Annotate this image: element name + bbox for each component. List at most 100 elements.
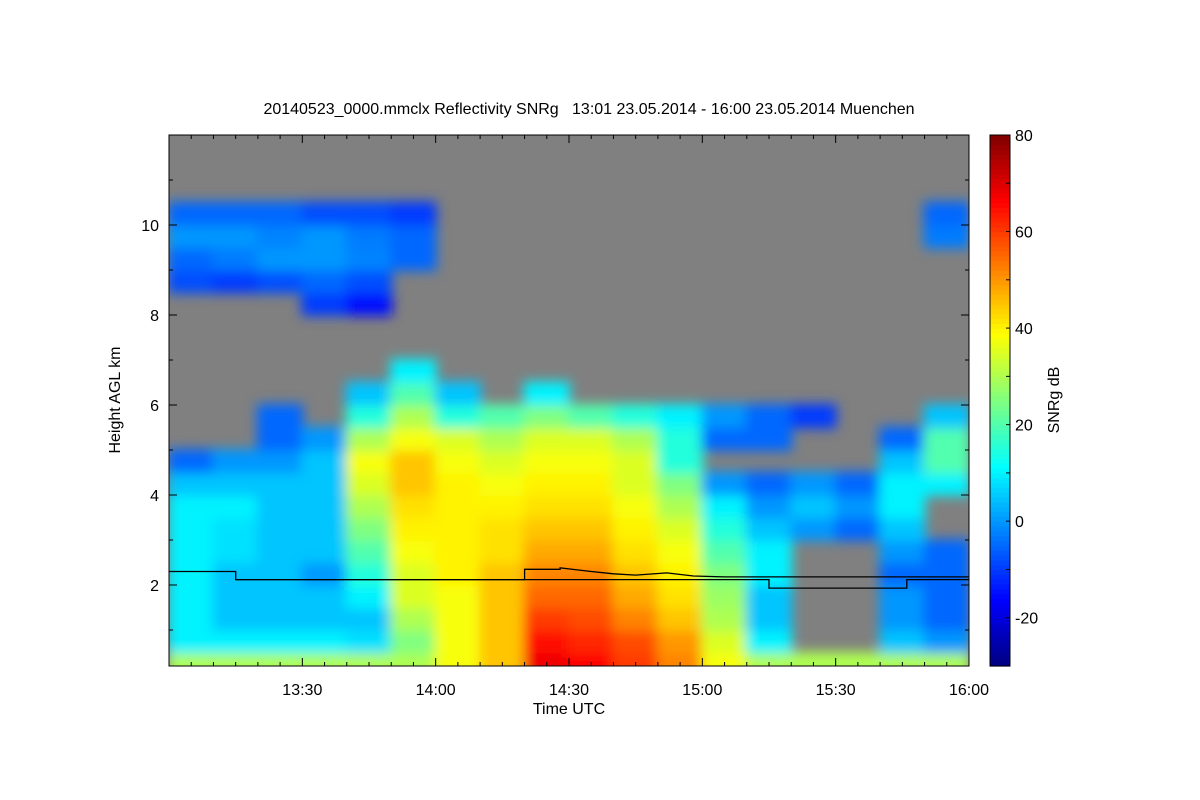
y-axis: 2 4 6 8 10	[141, 179, 969, 631]
colorbar-swatch	[990, 197, 1010, 204]
colorbar-swatch	[990, 526, 1010, 532]
colorbar-swatch	[990, 381, 1010, 387]
colorbar-swatch	[990, 246, 1010, 252]
heatmap-cell	[390, 629, 437, 654]
heatmap-cell	[879, 426, 926, 451]
heatmap-cell	[390, 201, 437, 226]
heatmap-cell	[169, 494, 215, 519]
heatmap-cell	[434, 449, 482, 474]
heatmap-cell	[390, 381, 437, 406]
heatmap-cell	[212, 471, 259, 496]
colorbar-swatch	[990, 646, 1010, 653]
heatmap-cell	[745, 516, 793, 541]
lower-layer-height-line	[235, 578, 969, 589]
colorbar-swatch	[990, 579, 1010, 585]
heatmap-cell	[434, 404, 482, 429]
colorbar-swatch	[990, 583, 1010, 590]
heatmap-cell	[256, 584, 304, 609]
heatmap-cell	[212, 201, 259, 226]
heatmap-cell	[434, 651, 482, 666]
heatmap-cell	[301, 449, 348, 474]
chart-title: 20140523_0000.mmclx Reflectivity SNRg 13…	[263, 101, 914, 118]
colorbar-swatch	[990, 270, 1010, 276]
y-tick-label: 6	[150, 398, 159, 415]
heatmap-cell	[745, 651, 793, 666]
y-tick-label: 10	[141, 218, 159, 235]
colorbar-swatch	[990, 492, 1010, 498]
colorbar-swatch	[990, 342, 1010, 348]
heatmap-cell	[745, 404, 793, 429]
heatmap-cell	[879, 449, 926, 474]
colorbar-swatch	[990, 308, 1010, 315]
heatmap-cell	[390, 426, 437, 451]
heatmap-cell	[923, 471, 969, 496]
colorbar-swatch	[990, 352, 1010, 358]
heatmap-cell	[345, 561, 393, 586]
heatmap-cell	[169, 471, 215, 496]
heatmap-cell	[612, 449, 659, 474]
heatmap-cell	[256, 494, 304, 519]
heatmap-cell	[212, 224, 259, 249]
heatmap-cells	[169, 201, 969, 666]
colorbar-swatch	[990, 608, 1010, 614]
heatmap-cell	[479, 561, 526, 586]
colorbar-swatch	[990, 477, 1010, 484]
heatmap-cell	[169, 651, 215, 666]
colorbar-swatch	[990, 265, 1010, 271]
colorbar-swatch	[990, 144, 1010, 151]
heatmap-cell	[434, 629, 482, 654]
heatmap-cell	[301, 291, 348, 316]
heatmap-cell	[479, 471, 526, 496]
colorbar-ticks: -20 0 20 40 60 80	[1006, 128, 1038, 667]
heatmap-cell	[612, 584, 659, 609]
colorbar-swatch	[990, 255, 1010, 262]
heatmap-cell	[479, 606, 526, 631]
heatmap-cell	[656, 606, 704, 631]
heatmap-cell	[612, 539, 659, 564]
heatmap-cell	[434, 381, 482, 406]
colorbar-swatch	[990, 231, 1010, 237]
colorbar-swatch	[990, 303, 1010, 310]
heatmap-cell	[479, 426, 526, 451]
colorbar-swatch	[990, 651, 1010, 657]
heatmap-cell	[301, 224, 348, 249]
heatmap-cell	[256, 246, 304, 271]
heatmap-cell	[301, 516, 348, 541]
heatmap-cell	[612, 471, 659, 496]
colorbar-swatch	[990, 202, 1010, 209]
heatmap-cell	[790, 494, 837, 519]
heatmap-cell	[701, 404, 748, 429]
colorbar-swatch	[990, 453, 1010, 460]
heatmap-cell	[656, 539, 704, 564]
heatmap-cell	[434, 516, 482, 541]
heatmap-cell	[212, 584, 259, 609]
heatmap-cell	[568, 404, 615, 429]
colorbar-swatch	[990, 390, 1010, 397]
heatmap-cell	[256, 606, 304, 631]
heatmap-cell	[345, 381, 393, 406]
colorbar-swatch	[990, 139, 1010, 146]
heatmap-cell	[790, 516, 837, 541]
colorbar-swatch	[990, 588, 1010, 595]
heatmap-cell	[523, 606, 570, 631]
heatmap-cell	[612, 494, 659, 519]
colorbar-swatch	[990, 154, 1010, 160]
heatmap-cell	[345, 246, 393, 271]
colorbar-swatch	[990, 641, 1010, 648]
heatmap-cell	[568, 606, 615, 631]
heatmap-cell	[256, 449, 304, 474]
heatmap-cell	[656, 494, 704, 519]
layer-height-lines	[169, 567, 969, 589]
heatmap-cell	[612, 426, 659, 451]
colorbar-swatch	[990, 574, 1010, 580]
colorbar-swatch	[990, 236, 1010, 242]
heatmap-cell	[879, 539, 926, 564]
heatmap-cell	[612, 651, 659, 666]
heatmap-cell	[256, 426, 304, 451]
heatmap-cell	[390, 516, 437, 541]
colorbar-tick-label: 0	[1015, 514, 1024, 531]
heatmap-cell	[169, 246, 215, 271]
x-tick-label: 15:30	[816, 682, 856, 699]
heatmap-cell	[656, 426, 704, 451]
colorbar-swatch	[990, 511, 1010, 517]
